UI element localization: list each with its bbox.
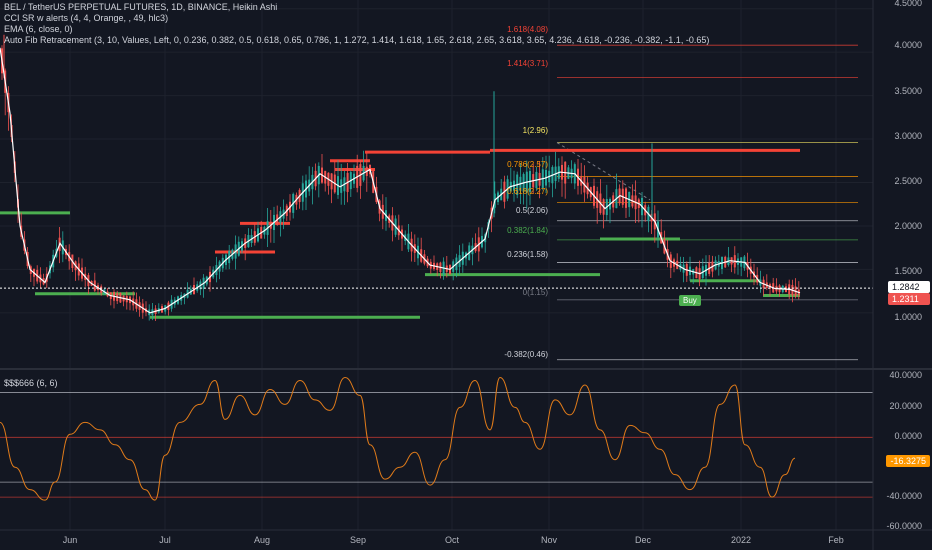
osc-tick: -60.0000 [886, 521, 922, 531]
fib-trend-line [556, 142, 651, 201]
legend-cci[interactable]: CCI SR w alerts (4, 4, Orange, , 49, hlc… [4, 13, 169, 23]
price-tick: 3.5000 [894, 86, 922, 96]
ema-line [0, 47, 801, 314]
time-tick: Dec [634, 535, 652, 545]
osc-tick: 20.0000 [889, 401, 922, 411]
fib-label: 0.5(2.06) [515, 206, 548, 215]
legend-fib[interactable]: Auto Fib Retracement (3, 10, Values, Lef… [4, 35, 710, 45]
price-tick: 2.0000 [894, 221, 922, 231]
time-tick: Jun [62, 535, 78, 545]
legend-symbol[interactable]: BEL / TetherUS PERPETUAL FUTURES, 1D, BI… [4, 2, 278, 12]
legend-ema[interactable]: EMA (6, close, 0) [4, 24, 73, 34]
time-tick: Jul [159, 535, 171, 545]
fib-label: 0.786(2.57) [507, 160, 548, 169]
fib-label: 1(2.96) [522, 126, 548, 135]
last-price-badge: 1.2842 [888, 281, 930, 293]
osc-tick: -40.0000 [886, 491, 922, 501]
price-tick: 4.0000 [894, 40, 922, 50]
fib-label: 0.236(1.58) [507, 250, 548, 259]
osc-tick: 40.0000 [889, 370, 922, 380]
time-tick: Sep [349, 535, 367, 545]
fib-label: -0.382(0.46) [504, 350, 548, 359]
oscillator-line [0, 376, 796, 501]
osc-tick: 0.0000 [894, 431, 922, 441]
time-tick: Feb [828, 535, 844, 545]
time-tick: Oct [444, 535, 460, 545]
time-tick: Nov [540, 535, 558, 545]
time-tick: Aug [253, 535, 271, 545]
price-tick: 4.5000 [894, 0, 922, 8]
price-tick: 1.5000 [894, 266, 922, 276]
osc-value-badge: -16.3275 [886, 455, 930, 467]
fib-label: 0(1.15) [522, 288, 548, 297]
chart-grid [0, 0, 873, 530]
fib-label: 0.618(2.27) [507, 187, 548, 196]
fib-label: 0.382(1.84) [507, 226, 548, 235]
time-tick: 2022 [730, 535, 752, 545]
price-tick: 2.5000 [894, 176, 922, 186]
price-tick: 3.0000 [894, 131, 922, 141]
oscillator-levels [0, 392, 873, 498]
price-tick: 1.0000 [894, 312, 922, 322]
ema-value-badge: 1.2311 [888, 293, 930, 305]
sr-levels [0, 148, 800, 319]
fib-label: 1.414(3.71) [507, 59, 548, 68]
buy-signal[interactable]: Buy [679, 295, 701, 306]
fib-label: 1.618(4.08) [507, 25, 548, 34]
indicator-label[interactable]: $$$666 (6, 6) [4, 378, 58, 388]
